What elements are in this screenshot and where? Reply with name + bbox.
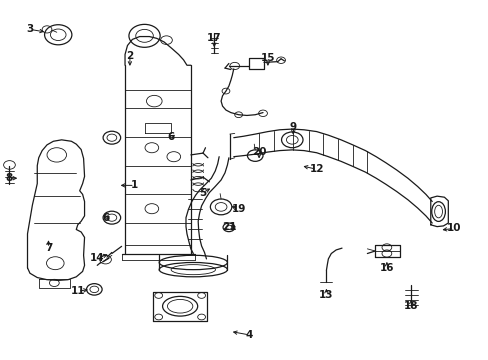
Text: 18: 18 <box>403 301 418 311</box>
Text: 3: 3 <box>26 24 34 35</box>
Text: 13: 13 <box>319 290 333 300</box>
Text: 16: 16 <box>379 263 393 273</box>
Text: 20: 20 <box>251 147 266 157</box>
Text: 19: 19 <box>231 204 245 215</box>
Text: 17: 17 <box>206 33 221 43</box>
Text: 7: 7 <box>45 243 52 253</box>
Text: 8: 8 <box>6 173 13 183</box>
Text: 4: 4 <box>245 330 253 340</box>
Text: 6: 6 <box>167 132 175 142</box>
Text: 5: 5 <box>199 188 206 198</box>
Text: 1: 1 <box>131 180 138 190</box>
Text: 15: 15 <box>260 53 275 63</box>
Text: 21: 21 <box>221 222 236 232</box>
Text: 2: 2 <box>126 51 133 61</box>
Text: 10: 10 <box>446 224 461 233</box>
Text: 12: 12 <box>309 164 323 174</box>
Text: 11: 11 <box>70 286 85 296</box>
Text: 14: 14 <box>90 253 104 263</box>
Text: 9: 9 <box>289 122 296 132</box>
Text: 6: 6 <box>102 213 109 222</box>
